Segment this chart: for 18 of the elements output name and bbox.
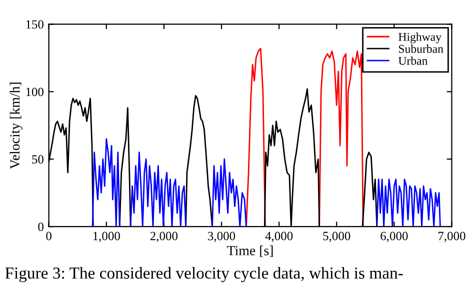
legend-label: Highway [398,32,442,44]
x-tick-label: 5,000 [323,232,350,242]
x-tick-label: 1,000 [93,232,120,242]
y-tick-label: 50 [32,155,44,164]
x-tick-label: 3,000 [208,232,236,242]
x-tick-label: 6,000 [380,232,408,242]
y-tick-label: 100 [26,88,44,96]
y-tick-label: 150 [26,20,44,29]
caption: Figure 3: The considered velocity cycle data, which is man- [5,266,403,282]
legend-label: Suburban [398,44,444,53]
y-axis-title: Velocity [km/h] [10,82,22,170]
x-tick-label: 7,000 [438,232,466,242]
legend-label: Urban [398,56,428,65]
x-tick-label: 0 [46,232,52,240]
x-tick-label: 2,000 [150,232,178,242]
y-tick-label: 0 [38,222,44,232]
x-axis-title: Time [s] [227,246,273,258]
x-tick-label: 4,000 [265,232,293,242]
